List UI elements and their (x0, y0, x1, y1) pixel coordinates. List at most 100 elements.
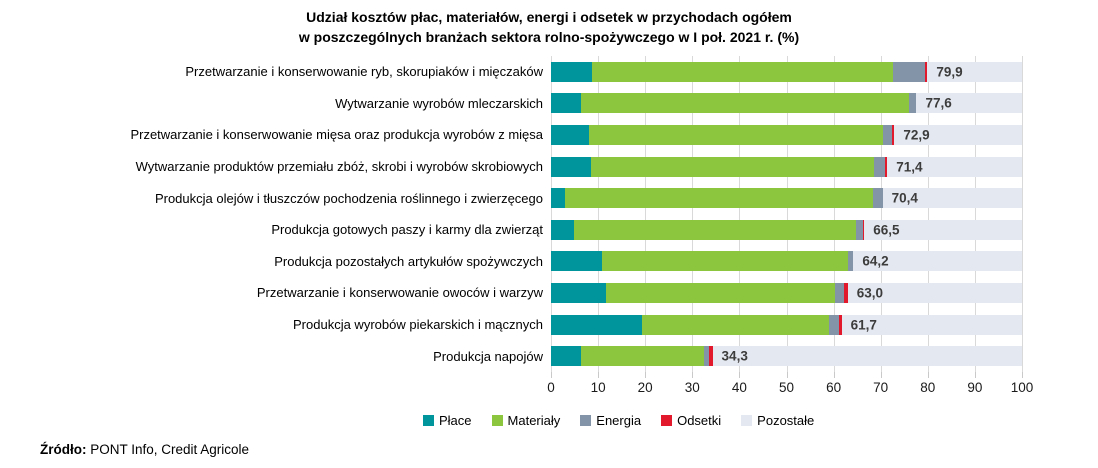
bar-value-label: 71,4 (896, 159, 923, 175)
x-tick-label: 50 (778, 380, 795, 395)
bar-segment-materiały (591, 156, 874, 177)
category-label: Produkcja pozostałych artykułów spożywcz… (274, 253, 543, 269)
category-label-row: Produkcja napojów (0, 340, 543, 372)
bar-segment-energia (909, 93, 917, 114)
bar-track (551, 219, 1022, 240)
legend-item-odsetki: Odsetki (661, 413, 721, 428)
bar-segment-energia (856, 219, 863, 240)
bar-segment-odsetki (891, 124, 895, 145)
category-label-row: Produkcja pozostałych artykułów spożywcz… (0, 246, 543, 278)
bar-segment-płace (551, 251, 603, 272)
bar-segment-płace (551, 156, 592, 177)
category-label-row: Produkcja olejów i tłuszczów pochodzenia… (0, 182, 543, 214)
source-text: PONT Info, Credit Agricole (86, 442, 250, 457)
legend-item-pozostałe: Pozostałe (741, 413, 814, 428)
category-labels: Przetwarzanie i konserwowanie ryb, skoru… (0, 56, 543, 372)
bar-segment-pozostałe (841, 314, 1022, 335)
bar-track (551, 251, 1022, 272)
category-label-row: Wytwarzanie wyrobów mleczarskich (0, 88, 543, 120)
bar-segment-pozostałe (894, 124, 1022, 145)
bar-track (551, 314, 1022, 335)
bar-track (551, 124, 1022, 145)
gridline (645, 56, 647, 372)
bar-segment-odsetki (862, 219, 865, 240)
x-axis-tick (927, 372, 929, 378)
bar-value-label: 70,4 (891, 190, 918, 206)
legend-swatch (661, 415, 673, 426)
x-tick-label: 30 (684, 380, 700, 395)
bar-track (551, 346, 1022, 367)
legend-label: Płace (439, 413, 472, 428)
legend-label: Materiały (507, 413, 561, 428)
bar-segment-pozostałe (887, 156, 1022, 177)
legend-swatch (491, 415, 503, 426)
category-label-row: Wytwarzanie produktów przemiału zbóż, sk… (0, 151, 543, 183)
chart-title-line2: w poszczególnych branżach sektora rolno-… (298, 29, 800, 45)
category-label-row: Produkcja gotowych paszy i karmy dla zwi… (0, 214, 543, 246)
x-axis-tick (974, 372, 976, 378)
legend-item-energia: Energia (580, 413, 641, 428)
bar-segment-płace (551, 346, 581, 367)
bar-segment-odsetki (838, 314, 842, 335)
x-tick-label: 0 (547, 380, 555, 395)
bar-segment-materiały (565, 188, 874, 209)
bar-segment-płace (551, 93, 581, 114)
gridline (739, 56, 741, 372)
bar-segment-materiały (580, 346, 704, 367)
bar-row: 63,0 (551, 277, 1022, 309)
bar-segment-odsetki (709, 346, 713, 367)
bar-segment-energia (847, 251, 854, 272)
bar-row: 72,9 (551, 119, 1022, 151)
category-label: Produkcja gotowych paszy i karmy dla zwi… (271, 222, 543, 238)
category-label-row: Przetwarzanie i konserwowanie mięsa oraz… (0, 119, 543, 151)
gridline (598, 56, 600, 372)
bar-track (551, 61, 1022, 82)
bar-segment-pozostałe (847, 282, 1022, 303)
gridline (692, 56, 694, 372)
bar-segment-pozostałe (712, 346, 1022, 367)
bar-segment-odsetki (884, 156, 888, 177)
bar-track (551, 93, 1022, 114)
gridline (833, 56, 835, 372)
bar-segment-energia (829, 314, 839, 335)
bar-value-label: 61,7 (850, 317, 877, 333)
category-label: Wytwarzanie produktów przemiału zbóż, sk… (135, 159, 543, 175)
category-label: Wytwarzanie wyrobów mleczarskich (335, 95, 543, 111)
x-tick-label: 10 (590, 380, 606, 395)
bar-value-label: 66,5 (873, 222, 900, 238)
x-tick-label: 90 (967, 380, 983, 395)
legend-label: Energia (596, 413, 642, 428)
gridline (1022, 56, 1023, 372)
bar-segment-płace (551, 314, 643, 335)
bar-segment-płace (551, 219, 575, 240)
bar-value-label: 64,2 (862, 253, 889, 269)
bar-value-label: 72,9 (903, 127, 930, 143)
bar-segment-odsetki (844, 282, 848, 303)
x-axis-tick (833, 372, 835, 378)
bar-row: 34,3 (551, 340, 1022, 372)
category-label: Produkcja napojów (433, 348, 543, 364)
gridline (880, 56, 882, 372)
bar-segment-odsetki (924, 61, 928, 82)
bar-segment-energia (834, 282, 845, 303)
legend-label: Odsetki (677, 413, 722, 428)
category-label: Przetwarzanie i konserwowanie owoców i w… (256, 285, 543, 301)
x-axis-tick (739, 372, 741, 378)
category-label: Przetwarzanie i konserwowanie mięsa oraz… (130, 127, 543, 143)
gridline (551, 56, 552, 372)
bar-track (551, 188, 1022, 209)
category-label-row: Produkcja wyrobów piekarskich i mącznych (0, 309, 543, 341)
bar-segment-materiały (602, 251, 848, 272)
bar-row: 66,5 (551, 214, 1022, 246)
bar-segment-pozostałe (853, 251, 1022, 272)
bar-segment-płace (551, 124, 590, 145)
bar-segment-płace (551, 61, 592, 82)
bar-value-label: 77,6 (925, 95, 952, 111)
bar-segment-energia (873, 156, 885, 177)
category-label: Produkcja olejów i tłuszczów pochodzenia… (154, 190, 543, 206)
x-axis-tick (551, 372, 552, 378)
bar-value-label: 63,0 (856, 285, 883, 301)
bar-segment-energia (703, 346, 710, 367)
x-axis-tick (880, 372, 882, 378)
